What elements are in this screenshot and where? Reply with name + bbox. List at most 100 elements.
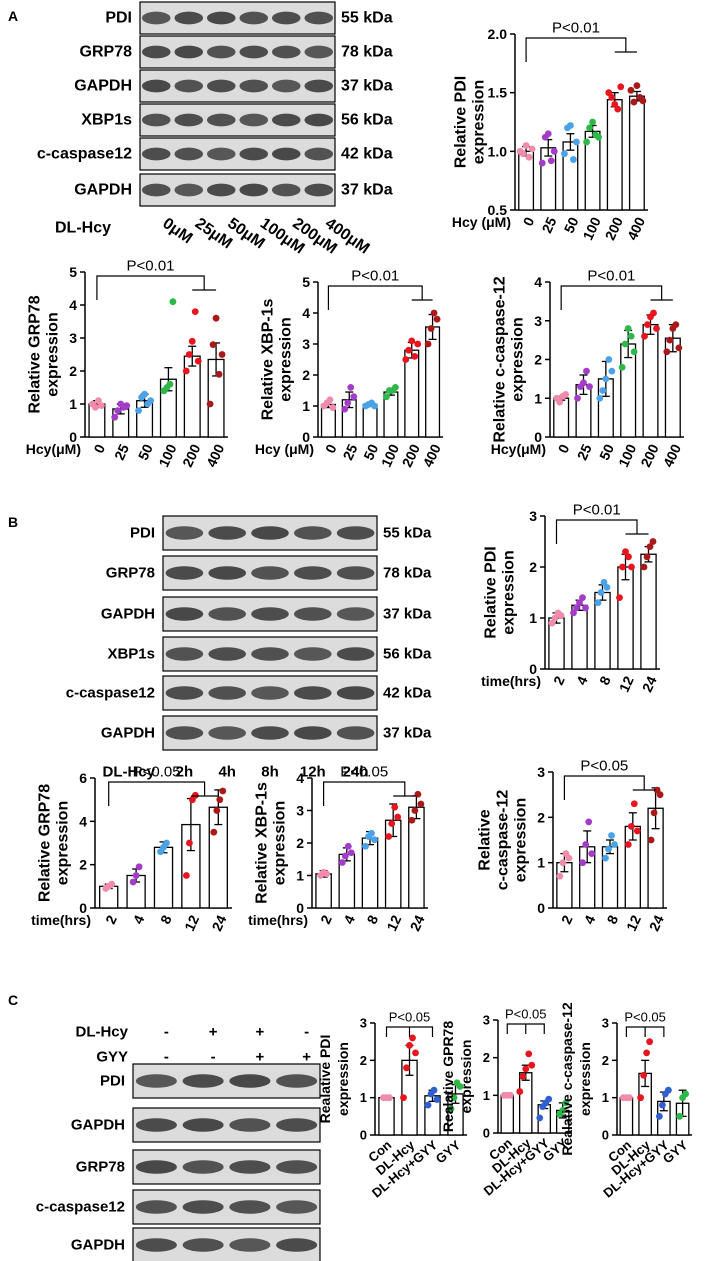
blot-band bbox=[174, 147, 204, 161]
blot-band bbox=[208, 526, 247, 540]
blot-band bbox=[276, 1074, 318, 1088]
size-label: 78 kDa bbox=[341, 44, 393, 61]
bar bbox=[404, 349, 420, 438]
data-point bbox=[666, 336, 674, 344]
error-bar bbox=[566, 133, 575, 151]
data-point bbox=[580, 379, 587, 387]
blot-band bbox=[165, 647, 204, 661]
data-point bbox=[141, 390, 148, 398]
data-point bbox=[658, 1101, 666, 1109]
blot-band bbox=[141, 45, 171, 59]
blot-band bbox=[229, 1160, 271, 1174]
data-point bbox=[215, 370, 223, 378]
data-point bbox=[570, 156, 577, 163]
condition-sign: - bbox=[164, 1024, 169, 1041]
data-point bbox=[655, 1112, 663, 1120]
y-tick-label: 0 bbox=[529, 661, 537, 677]
treatment-label: DL-Hcy bbox=[55, 220, 111, 237]
data-point bbox=[135, 407, 142, 414]
lane-label: 0μM bbox=[159, 215, 195, 247]
x-tick-label: 4 bbox=[340, 912, 358, 926]
blot-band bbox=[239, 45, 269, 59]
data-point bbox=[561, 150, 568, 158]
data-point bbox=[630, 348, 638, 356]
data-point bbox=[551, 614, 559, 622]
data-point bbox=[611, 841, 618, 848]
bar bbox=[642, 323, 659, 438]
bar bbox=[315, 873, 332, 909]
significance-bracket bbox=[555, 519, 649, 544]
y-tick-label: 4 bbox=[296, 770, 304, 786]
data-point bbox=[562, 390, 570, 398]
lane-label: 4h bbox=[218, 764, 236, 781]
y-tick-label: 3 bbox=[69, 330, 77, 346]
data-point bbox=[608, 832, 615, 839]
data-point bbox=[519, 150, 527, 158]
y-tick-label: 0.5 bbox=[488, 202, 508, 218]
y-axis-label: Relative XBP-1s bbox=[260, 298, 277, 420]
blot-band bbox=[239, 113, 269, 127]
data-point bbox=[545, 1095, 553, 1103]
y-tick-label: 2 bbox=[69, 363, 77, 379]
data-point bbox=[682, 1090, 690, 1098]
y-tick-label: 1.0 bbox=[488, 143, 508, 159]
x-tick-label: 12 bbox=[616, 673, 637, 694]
data-point bbox=[412, 1049, 419, 1057]
data-point bbox=[163, 839, 170, 847]
y-tick-label: 4 bbox=[534, 274, 542, 290]
blot-band bbox=[336, 726, 375, 740]
x-tick-label: 4 bbox=[581, 912, 599, 926]
data-point bbox=[595, 133, 602, 141]
data-point bbox=[643, 553, 651, 561]
blot-band bbox=[251, 686, 289, 700]
data-point bbox=[135, 863, 143, 871]
panel-label: B bbox=[8, 514, 18, 530]
data-point bbox=[210, 828, 218, 836]
significance-label: P<0.05 bbox=[389, 1010, 431, 1025]
blot-band bbox=[271, 147, 301, 161]
data-point bbox=[676, 1112, 684, 1120]
data-point bbox=[628, 563, 635, 571]
size-label: 37 kDa bbox=[383, 606, 432, 623]
blot-band bbox=[251, 566, 289, 580]
y-axis-label: Realative c-caspase-12 bbox=[559, 1002, 575, 1156]
x-tick-label: 100 bbox=[579, 214, 603, 242]
x-tick-label: 12 bbox=[181, 912, 202, 933]
data-point bbox=[556, 398, 564, 406]
data-point bbox=[649, 538, 657, 545]
panel-label: A bbox=[8, 8, 18, 24]
x-tick-label: 100 bbox=[378, 441, 402, 469]
blot-band bbox=[206, 45, 236, 59]
x-tick-label: 100 bbox=[615, 441, 639, 469]
data-point bbox=[456, 1083, 464, 1090]
treatment-label: DL-Hcy bbox=[102, 764, 155, 781]
y-tick-label: 2 bbox=[537, 809, 545, 825]
blot-band bbox=[182, 1160, 224, 1174]
data-point bbox=[574, 394, 581, 402]
data-point bbox=[519, 1073, 527, 1080]
y-tick-label: 2.0 bbox=[488, 26, 508, 42]
x-tick-label: 2 bbox=[102, 912, 120, 926]
data-point bbox=[570, 609, 577, 617]
data-point bbox=[186, 839, 193, 847]
blot-band bbox=[208, 726, 247, 740]
blot-strip bbox=[139, 173, 336, 207]
y-tick-label: 2 bbox=[79, 857, 87, 873]
data-point bbox=[408, 337, 416, 345]
blot-band bbox=[271, 113, 301, 127]
blot-band bbox=[293, 607, 332, 621]
x-tick-label: 25 bbox=[574, 441, 595, 462]
blot-strip bbox=[139, 137, 336, 171]
y-tick-label: 3 bbox=[302, 336, 310, 352]
size-label: 42 kDa bbox=[341, 146, 393, 163]
blot-band bbox=[141, 79, 171, 93]
data-point bbox=[371, 836, 378, 844]
y-tick-label: 3 bbox=[483, 1013, 490, 1028]
blot-band bbox=[206, 147, 236, 161]
data-point bbox=[633, 82, 641, 90]
x-tick-label: 4 bbox=[573, 673, 591, 687]
data-point bbox=[559, 859, 567, 867]
x-tick-label: 24 bbox=[407, 912, 428, 933]
size-label: 42 kDa bbox=[383, 685, 432, 702]
